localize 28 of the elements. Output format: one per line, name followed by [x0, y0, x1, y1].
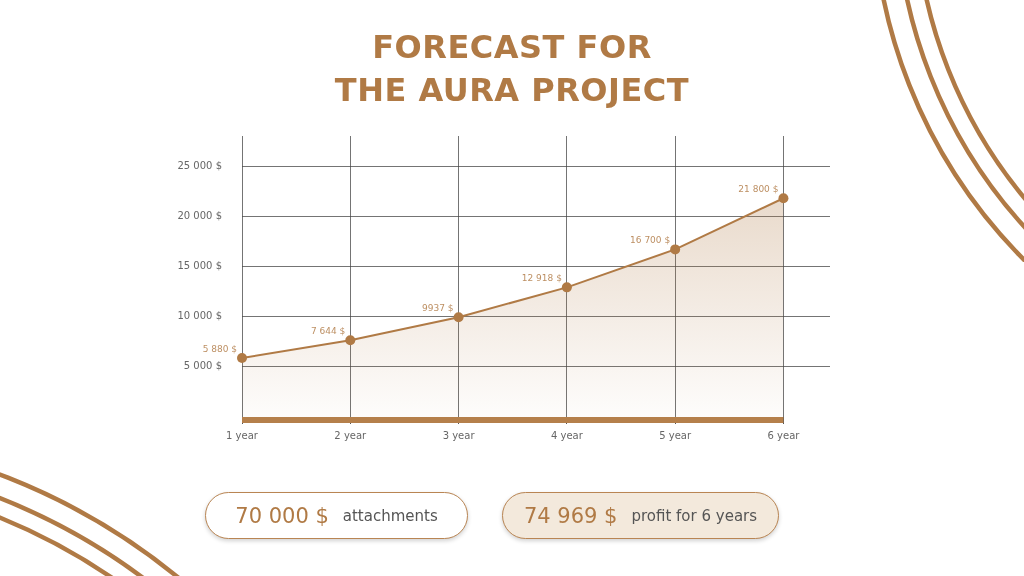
x-tick-label: 6 year — [767, 429, 801, 441]
data-label: 12 918 $ — [521, 273, 562, 284]
text: 74 969 $ — [523, 503, 618, 528]
text: attachments — [342, 506, 438, 525]
x-tick-label: 5 year — [659, 429, 692, 441]
data-label: 7 644 $ — [310, 326, 346, 337]
y-tick-label: 15 000 $ — [177, 260, 222, 272]
x-tick-label: 3 year — [442, 429, 476, 441]
y-tick-label: 5 000 $ — [183, 360, 222, 372]
point — [453, 312, 464, 323]
y-tick-label: 25 000 $ — [177, 159, 222, 171]
x-tick-label: 1 year — [226, 429, 259, 441]
data-label: 16 700 $ — [630, 235, 671, 246]
point — [670, 244, 681, 255]
point — [345, 335, 356, 346]
text: profit for 6 years — [631, 506, 758, 525]
point — [561, 282, 572, 293]
data-label: 9937 $ — [422, 303, 454, 314]
data-label: 21 800 $ — [738, 184, 779, 195]
y-tick-label: 10 000 $ — [177, 310, 222, 322]
x-tick-label: 4 year — [550, 429, 584, 441]
x-tick-label: 2 year — [334, 429, 368, 441]
point — [237, 352, 247, 363]
y-tick-label: 20 000 $ — [177, 209, 222, 221]
chart-title: FORECAST FOR THE AURA PROJECT — [333, 27, 691, 111]
text: 70 000 $ — [235, 503, 329, 528]
data-label: 5 880 $ — [202, 343, 237, 354]
point — [778, 193, 789, 204]
